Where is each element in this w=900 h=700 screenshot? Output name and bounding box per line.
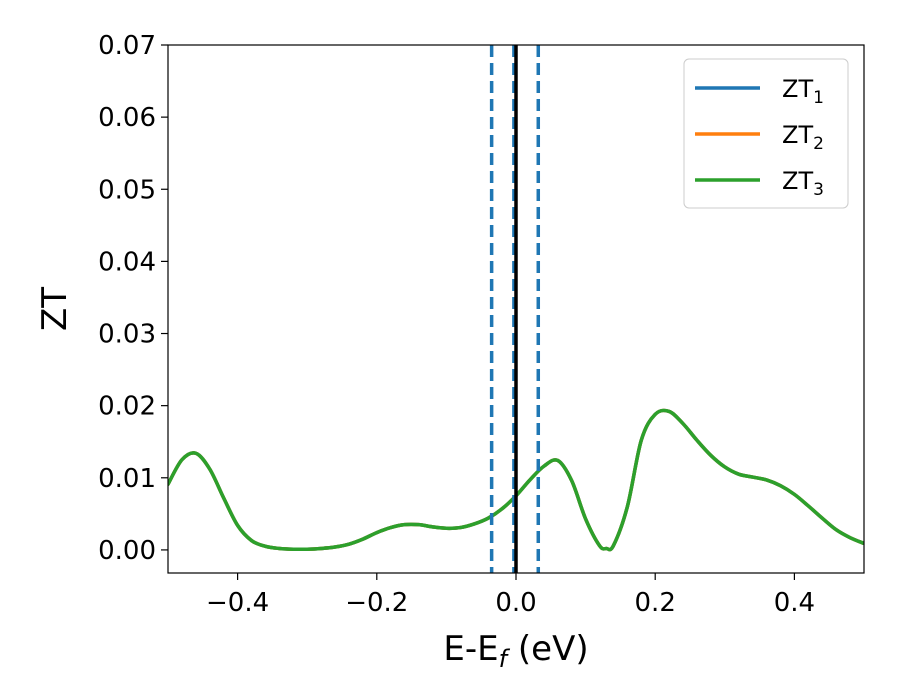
x-axis-ticks: −0.4 −0.2 0.0 0.2 0.4 bbox=[206, 573, 815, 618]
legend-entry-zt1: ZT1 bbox=[695, 75, 824, 108]
y-tick-label: 0.06 bbox=[98, 103, 156, 133]
y-tick-label: 0.07 bbox=[98, 31, 156, 61]
y-tick-label: 0.04 bbox=[98, 247, 156, 277]
x-tick-label: 0.0 bbox=[495, 588, 536, 618]
vertical-lines bbox=[489, 45, 541, 573]
series-layer bbox=[168, 408, 864, 552]
plot-area bbox=[168, 45, 864, 573]
x-tick-label: 0.2 bbox=[635, 588, 676, 618]
legend-entry-zt3: ZT3 bbox=[695, 167, 824, 200]
legend-label-zt2: ZT2 bbox=[782, 121, 824, 154]
legend-label-zt3: ZT3 bbox=[782, 167, 824, 200]
y-tick-label: 0.03 bbox=[98, 320, 156, 350]
y-tick-label: 0.02 bbox=[98, 392, 156, 422]
legend-entry-zt2: ZT2 bbox=[695, 121, 824, 154]
x-axis-label: E-Ef (eV) bbox=[443, 629, 588, 673]
legend-label-zt1: ZT1 bbox=[782, 75, 824, 108]
y-tick-label: 0.05 bbox=[98, 175, 156, 205]
y-tick-label: 0.00 bbox=[98, 536, 156, 566]
y-tick-label: 0.01 bbox=[98, 464, 156, 494]
x-tick-label: −0.2 bbox=[345, 588, 408, 618]
legend-frame bbox=[683, 58, 849, 209]
series-line-zt3 bbox=[168, 408, 864, 552]
legend: ZT1 ZT2 ZT3 bbox=[683, 58, 849, 209]
y-axis-ticks: 0.00 0.01 0.02 0.03 0.04 0.05 0.06 0.07 bbox=[98, 31, 168, 566]
y-axis-label: ZT bbox=[35, 287, 75, 331]
x-tick-label: −0.4 bbox=[206, 588, 269, 618]
x-tick-label: 0.4 bbox=[774, 588, 815, 618]
